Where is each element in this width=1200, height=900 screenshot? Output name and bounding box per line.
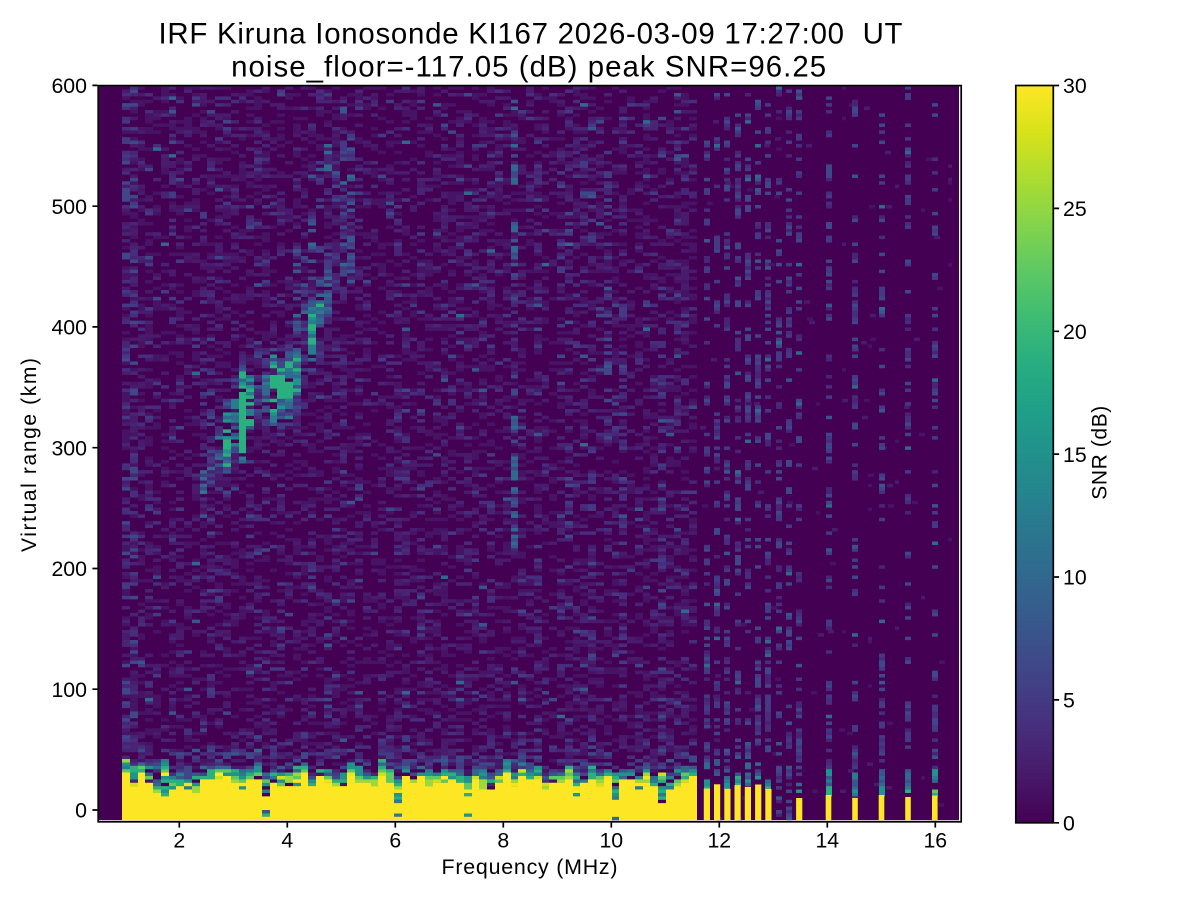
svg-text:2: 2	[173, 829, 185, 853]
svg-text:100: 100	[51, 678, 87, 702]
svg-text:16: 16	[923, 829, 947, 853]
svg-text:25: 25	[1063, 197, 1087, 221]
svg-text:4: 4	[281, 829, 293, 853]
svg-text:200: 200	[51, 557, 87, 581]
svg-text:SNR (dB): SNR (dB)	[1089, 406, 1112, 500]
svg-text:6: 6	[389, 829, 401, 853]
svg-text:500: 500	[51, 195, 87, 219]
svg-text:IRF Kiruna Ionosonde KI167 202: IRF Kiruna Ionosonde KI167 2026-03-09 17…	[159, 18, 903, 51]
svg-text:Frequency (MHz): Frequency (MHz)	[442, 855, 618, 879]
svg-text:600: 600	[51, 74, 87, 98]
svg-text:30: 30	[1063, 74, 1087, 98]
svg-text:300: 300	[51, 436, 87, 460]
svg-text:12: 12	[707, 829, 731, 853]
svg-text:8: 8	[497, 829, 509, 853]
svg-text:Virtual range (km): Virtual range (km)	[18, 358, 41, 552]
svg-text:10: 10	[599, 829, 623, 853]
svg-text:14: 14	[815, 829, 839, 853]
svg-text:0: 0	[75, 799, 87, 823]
svg-text:20: 20	[1063, 320, 1087, 344]
svg-text:0: 0	[1063, 811, 1075, 835]
svg-text:400: 400	[51, 316, 87, 340]
svg-text:15: 15	[1063, 443, 1087, 467]
svg-text:10: 10	[1063, 566, 1087, 590]
svg-text:5: 5	[1063, 689, 1075, 713]
